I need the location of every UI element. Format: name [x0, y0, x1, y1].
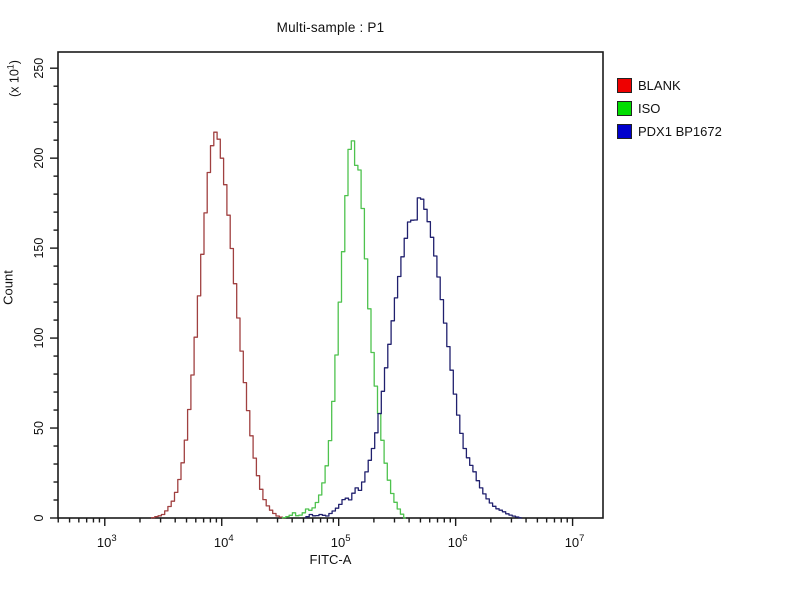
curve-pdx1-bp1672	[305, 197, 522, 519]
svg-text:150: 150	[32, 238, 46, 259]
legend-item-blank: BLANK	[617, 78, 722, 93]
x-axis-label: FITC-A	[309, 552, 352, 567]
svg-text:0: 0	[32, 514, 46, 521]
legend-item-pdx1: PDX1 BP1672	[617, 124, 722, 139]
curve-iso	[281, 140, 406, 519]
y-axis-multiplier: (x 101)	[6, 39, 23, 119]
legend-swatch-green	[617, 101, 632, 116]
legend-label: PDX1 BP1672	[638, 124, 722, 139]
legend-label: ISO	[638, 101, 661, 116]
y-axis-ticks	[50, 67, 58, 519]
y-axis-tick-labels: 0 50 100 150 200 250	[32, 58, 46, 522]
svg-text:106: 106	[448, 533, 468, 550]
svg-text:103: 103	[97, 533, 117, 550]
legend-label: BLANK	[638, 78, 681, 93]
plot-border	[57, 51, 604, 519]
y-mult-prefix: (x 10	[7, 69, 22, 97]
svg-text:200: 200	[32, 148, 46, 169]
svg-text:100: 100	[32, 328, 46, 349]
y-mult-exponent: 1	[5, 64, 16, 70]
x-axis-ticks	[57, 518, 574, 526]
y-axis-label: Count	[0, 270, 16, 305]
x-axis-tick-labels: 103 104 105 106 107	[97, 533, 585, 550]
curve-blank	[150, 131, 285, 519]
chart-title: Multi-sample : P1	[276, 20, 385, 35]
svg-text:250: 250	[32, 58, 46, 79]
legend: BLANK ISO PDX1 BP1672	[617, 78, 722, 147]
legend-swatch-blue	[617, 124, 632, 139]
svg-text:105: 105	[331, 533, 351, 550]
svg-text:104: 104	[214, 533, 234, 550]
legend-swatch-red	[617, 78, 632, 93]
legend-item-iso: ISO	[617, 101, 722, 116]
svg-text:107: 107	[565, 533, 585, 550]
y-mult-suffix: )	[7, 60, 22, 65]
svg-text:50: 50	[32, 421, 46, 435]
